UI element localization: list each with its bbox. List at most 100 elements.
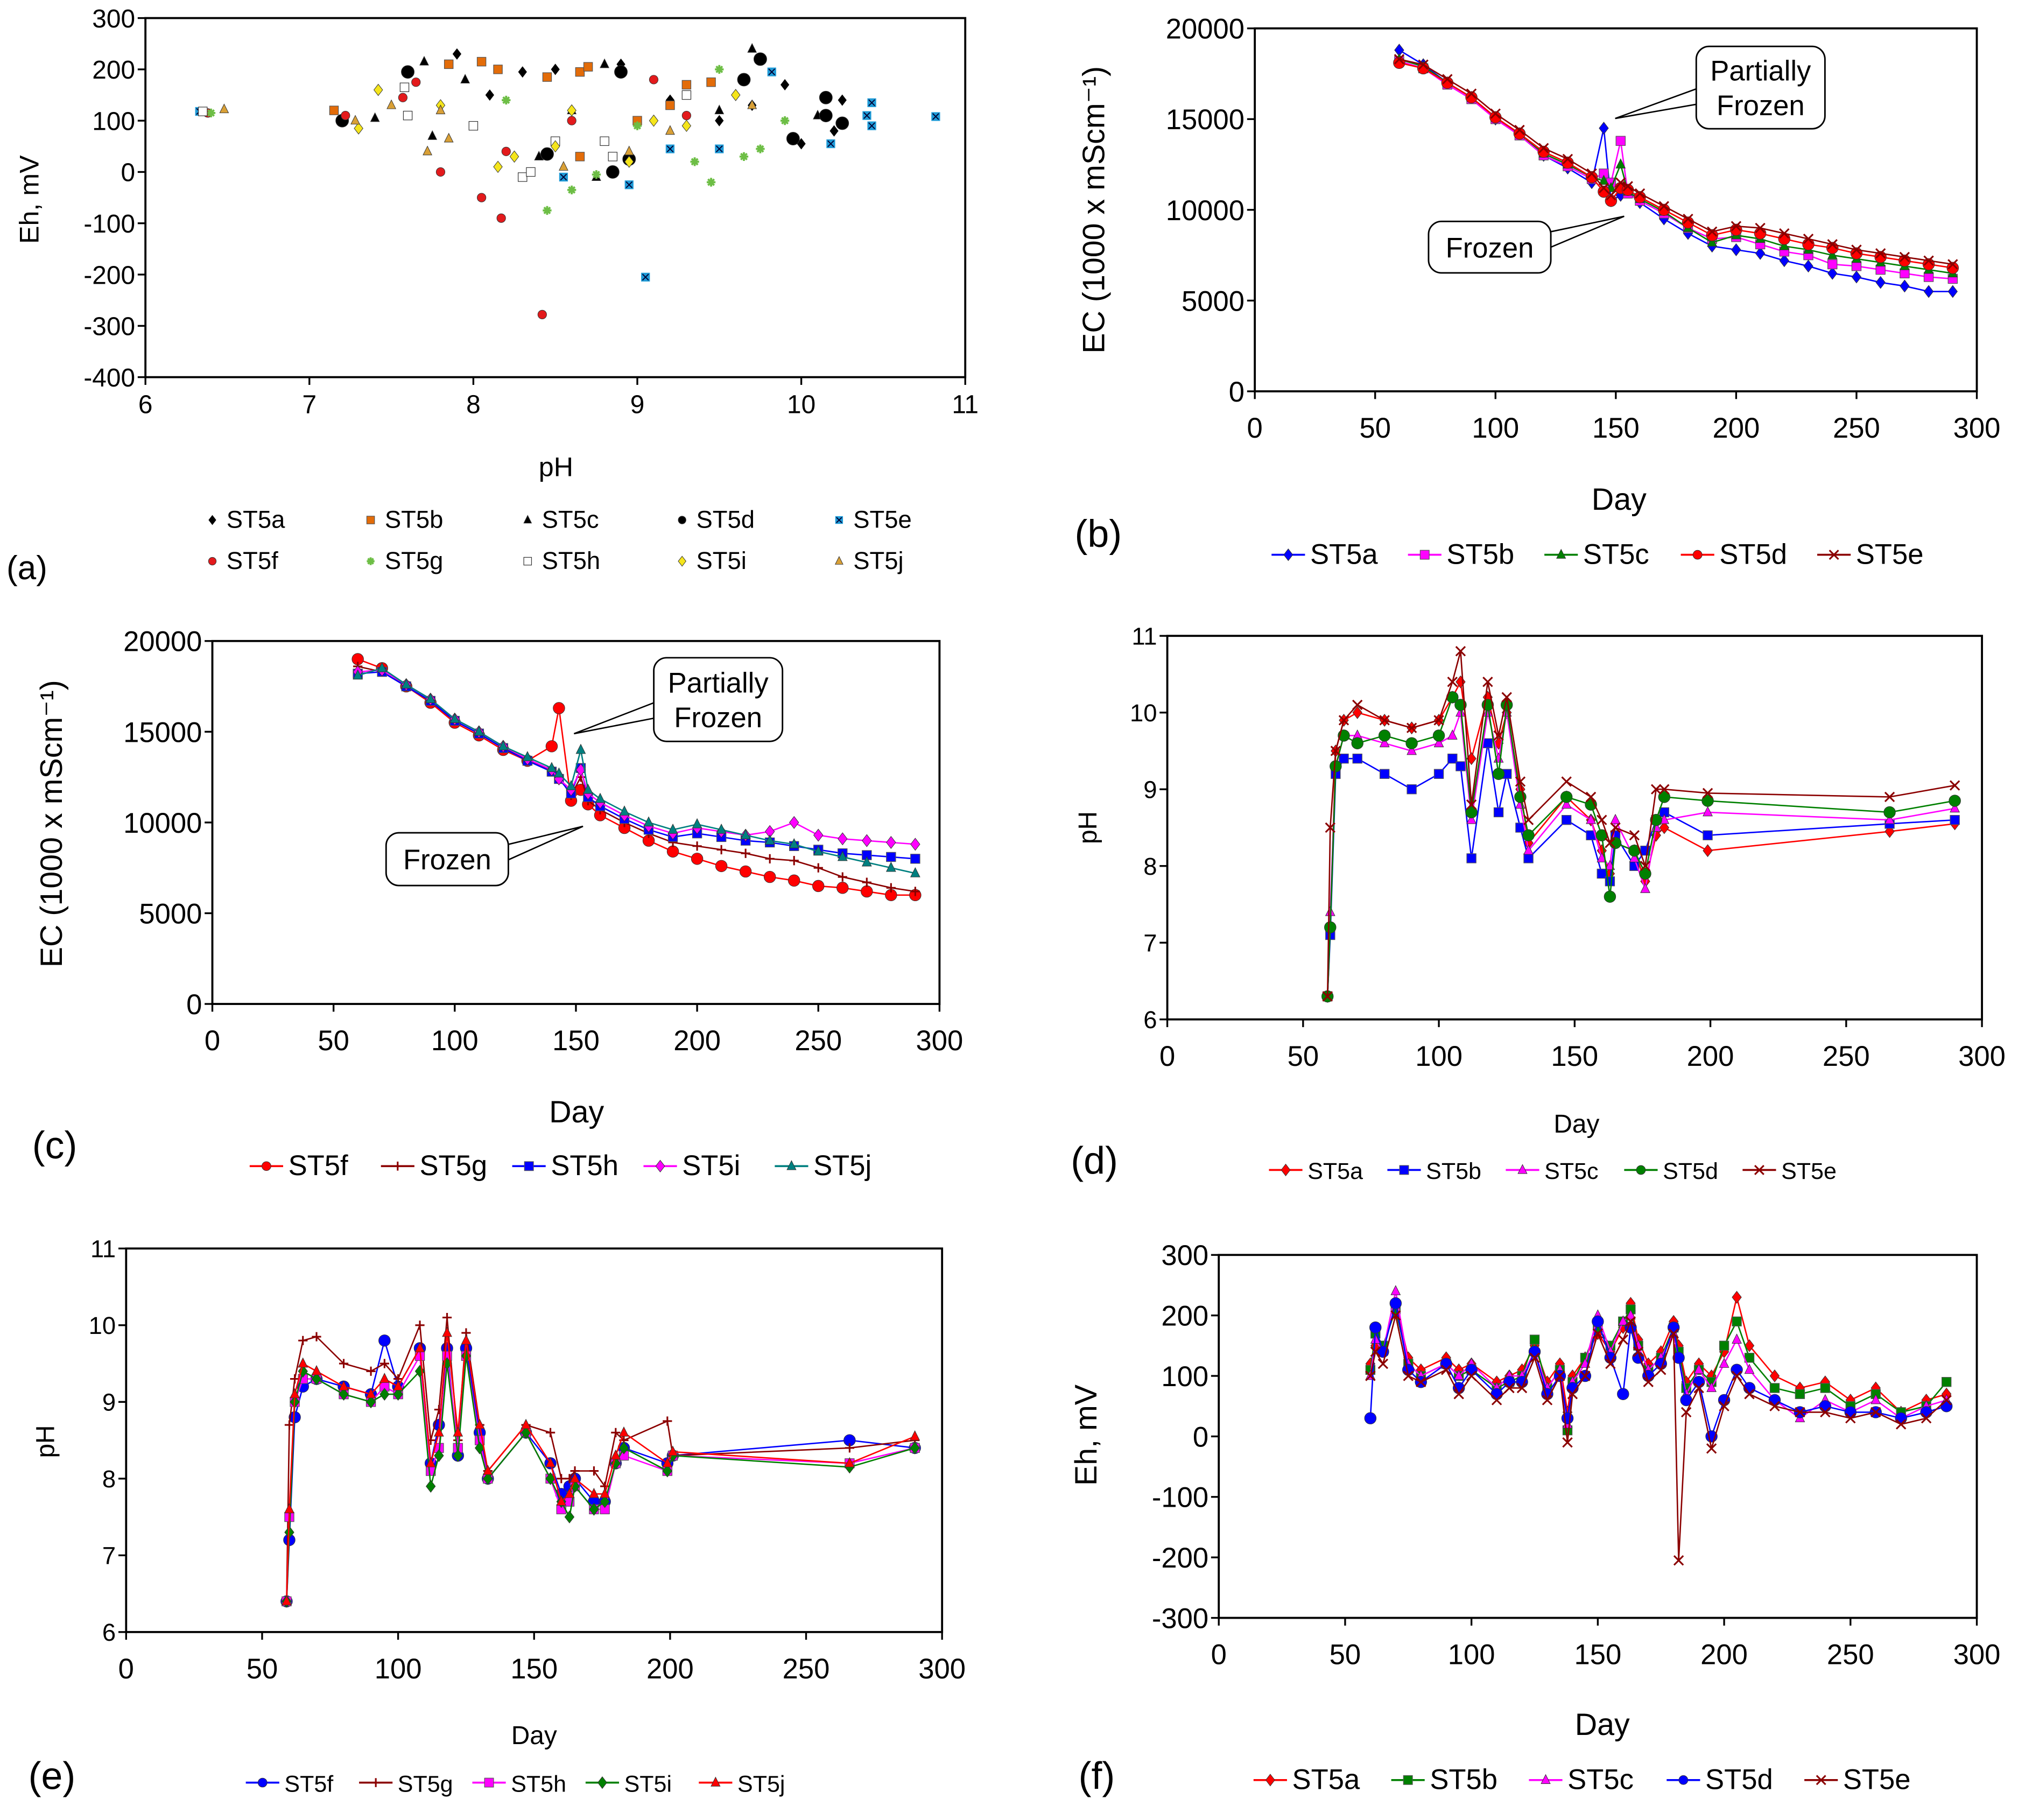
callout-text: Frozen	[1446, 232, 1534, 264]
legend-marker	[257, 1777, 268, 1788]
data-point-ST5g	[741, 848, 750, 858]
data-point-ST5j	[589, 1487, 599, 1498]
legend-label: ST5f	[289, 1150, 348, 1182]
legend-marker	[208, 557, 217, 566]
data-point-ST5a	[1599, 122, 1609, 135]
x-tick-label: 300	[1953, 412, 2001, 444]
legend-marker	[711, 1776, 721, 1787]
data-point-ST5f	[861, 885, 873, 898]
data-point-ST5d	[1351, 737, 1363, 749]
series-line-ST5e	[1326, 651, 1955, 997]
legend-marker	[523, 515, 532, 524]
legend-item-ST5g: ST5g	[367, 547, 443, 574]
series-ST5e	[1394, 54, 1958, 270]
data-point-ST5a	[452, 48, 462, 60]
series-ST5h	[282, 1351, 920, 1607]
legend-item-ST5h: ST5h	[472, 1771, 566, 1797]
data-point-ST5j	[813, 845, 824, 856]
data-point-ST5f	[477, 193, 487, 202]
legend-item-ST5c: ST5c	[1506, 1158, 1599, 1184]
data-point-ST5h	[526, 167, 536, 177]
data-point-ST5h	[198, 107, 208, 116]
data-point-ST5b	[1820, 1383, 1831, 1393]
legend-item-ST5a: ST5a	[208, 505, 285, 533]
data-point-ST5j	[379, 1373, 390, 1383]
y-tick-label: 20000	[123, 626, 202, 658]
data-point-ST5i	[624, 156, 634, 168]
data-point-ST5i	[373, 83, 383, 96]
data-point-ST5i	[910, 1441, 920, 1454]
x-tick-label: 250	[1823, 1041, 1870, 1072]
data-point-ST5e	[1681, 1407, 1692, 1418]
data-point-ST5d	[1465, 91, 1478, 104]
data-point-ST5j	[401, 678, 412, 689]
data-point-ST5d	[1378, 729, 1391, 742]
legend-marker	[1265, 1774, 1275, 1787]
data-point-ST5e	[715, 144, 724, 153]
marker-cross	[560, 173, 567, 181]
y-tick-label: 200	[1161, 1301, 1208, 1332]
data-point-ST5a	[1885, 825, 1895, 838]
legend-item-ST5f: ST5f	[208, 547, 278, 574]
series-ST5j	[353, 662, 920, 877]
data-point-ST5b	[1703, 830, 1713, 840]
series-line-ST5j	[286, 1332, 916, 1601]
legend-item-ST5j: ST5j	[699, 1771, 785, 1797]
legend-label: ST5b	[1426, 1158, 1481, 1184]
data-point-ST5e	[1466, 799, 1477, 810]
data-point-ST5e	[1490, 108, 1501, 119]
y-axis-label: pH	[31, 1425, 60, 1458]
legend-item-ST5d: ST5d	[1667, 1764, 1773, 1796]
data-point-ST5d	[1617, 1388, 1629, 1400]
y-tick-label: 10	[1130, 699, 1157, 727]
data-point-ST5b	[1769, 1383, 1780, 1393]
data-point-ST5e	[1899, 251, 1910, 263]
data-point-ST5j	[618, 1426, 629, 1437]
legend-item-ST5a: ST5a	[1253, 1764, 1360, 1796]
x-axis-label: Day	[1575, 1707, 1630, 1742]
legend-item-ST5d: ST5d	[1624, 1158, 1718, 1184]
data-point-ST5g	[886, 883, 896, 893]
series-line-ST5i	[357, 669, 916, 845]
x-tick-label: 250	[783, 1653, 830, 1685]
data-point-ST5a	[1703, 844, 1713, 858]
data-point-ST5d	[1490, 1388, 1503, 1400]
data-point-ST5d	[1605, 194, 1618, 207]
data-point-ST5e	[1597, 814, 1607, 825]
data-point-ST5c	[1615, 158, 1626, 168]
data-point-ST5b	[1923, 272, 1934, 282]
series-ST5f	[280, 1334, 921, 1608]
series-line-ST5d	[1326, 695, 1955, 997]
y-tick-label: 15000	[1166, 104, 1244, 136]
data-point-ST5i	[886, 836, 896, 849]
data-point-ST5b	[1447, 754, 1458, 764]
data-point-ST5g	[543, 206, 552, 215]
legend: ST5f ST5g ST5h ST5i ST5j	[249, 1150, 871, 1182]
series-ST5g	[206, 65, 790, 215]
data-point-ST5j	[643, 816, 654, 827]
x-tick-label: 8	[466, 391, 481, 419]
data-point-ST5j	[619, 805, 630, 816]
data-point-ST5j	[583, 783, 593, 794]
data-point-ST5d	[754, 52, 767, 66]
legend-marker	[208, 515, 216, 525]
data-point-ST5b	[1529, 1334, 1540, 1345]
data-point-ST5j	[764, 834, 775, 845]
data-point-ST5e	[1440, 1365, 1452, 1375]
data-point-ST5j	[885, 861, 896, 872]
data-point-ST5j	[434, 1426, 444, 1437]
plot-frame	[125, 1247, 944, 1633]
data-point-ST5j	[298, 1357, 308, 1368]
data-point-ST5e	[1330, 746, 1341, 756]
data-point-ST5j	[377, 662, 388, 672]
x-tick-label: 200	[1687, 1041, 1734, 1072]
data-point-ST5d	[1949, 795, 1961, 807]
data-point-ST5e	[1466, 1371, 1477, 1381]
y-tick-label: 6	[102, 1619, 116, 1646]
data-point-ST5b	[575, 67, 585, 77]
legend-label: ST5a	[1307, 1158, 1363, 1184]
data-point-ST5a	[1755, 247, 1766, 260]
data-point-ST5e	[867, 98, 876, 107]
series-line-ST5f	[286, 1338, 915, 1601]
x-tick-label: 250	[1827, 1639, 1874, 1671]
